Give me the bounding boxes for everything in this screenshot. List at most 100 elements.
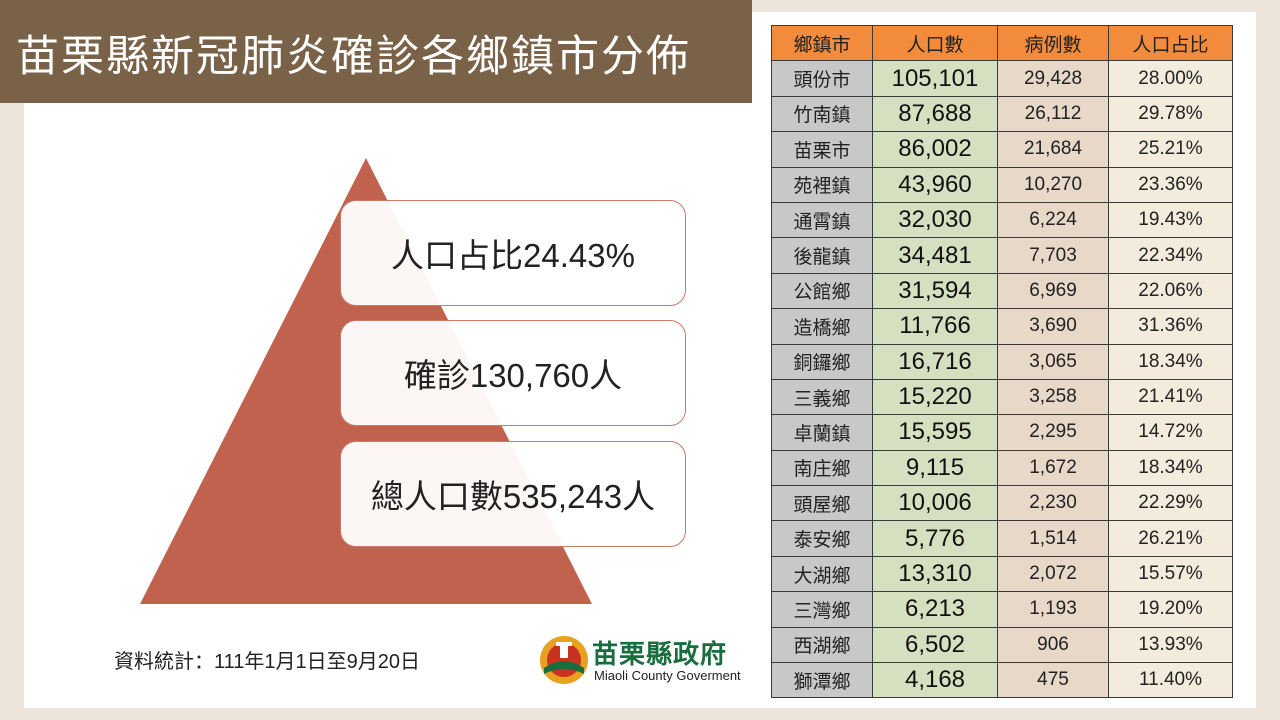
cell-ratio: 31.36%: [1108, 308, 1233, 345]
cell-town: 造橋鄉: [771, 308, 873, 345]
cell-cases: 29,428: [997, 60, 1109, 97]
table-row: 通霄鎮 32,030 6,224 19.43%: [771, 201, 1233, 239]
cell-population: 31,594: [872, 272, 998, 310]
cell-town: 竹南鎮: [771, 95, 873, 133]
cell-ratio: 13.93%: [1108, 626, 1233, 664]
cell-ratio: 19.43%: [1108, 201, 1233, 239]
table-row: 三義鄉 15,220 3,258 21.41%: [771, 378, 1233, 416]
table-row: 造橋鄉 11,766 3,690 31.36%: [771, 308, 1233, 345]
cell-town: 公館鄉: [771, 272, 873, 310]
cell-ratio: 19.20%: [1108, 591, 1233, 628]
cell-town: 卓蘭鎮: [771, 414, 873, 451]
cell-population: 13,310: [872, 555, 998, 593]
cell-cases: 21,684: [997, 131, 1109, 168]
cell-town: 泰安鄉: [771, 520, 873, 557]
cell-cases: 7,703: [997, 237, 1109, 274]
cell-ratio: 25.21%: [1108, 131, 1233, 168]
table-row: 泰安鄉 5,776 1,514 26.21%: [771, 520, 1233, 557]
cell-cases: 3,065: [997, 343, 1109, 380]
table-row: 銅鑼鄉 16,716 3,065 18.34%: [771, 343, 1233, 380]
cell-town: 銅鑼鄉: [771, 343, 873, 380]
county-logo: 苗栗縣政府 Miaoli County Goverment: [538, 634, 748, 690]
table-row: 三灣鄉 6,213 1,193 19.20%: [771, 591, 1233, 628]
cell-population: 10,006: [872, 485, 998, 522]
cell-population: 5,776: [872, 520, 998, 557]
header-town: 鄉鎮市: [771, 24, 873, 62]
cell-town: 獅潭鄉: [771, 662, 873, 699]
cell-cases: 1,514: [997, 520, 1109, 557]
cell-cases: 475: [997, 662, 1109, 699]
cell-cases: 10,270: [997, 166, 1109, 203]
header-population: 人口數: [872, 24, 998, 62]
cell-population: 4,168: [872, 662, 998, 699]
header-cases: 病例數: [997, 24, 1109, 62]
cell-cases: 6,224: [997, 201, 1109, 239]
table-row: 西湖鄉 6,502 906 13.93%: [771, 626, 1233, 664]
cell-town: 後龍鎮: [771, 237, 873, 274]
data-period-note: 資料統計：111年1月1日至9月20日: [114, 651, 421, 673]
table-row: 後龍鎮 34,481 7,703 22.34%: [771, 237, 1233, 274]
logo-name-en: Miaoli County Goverment: [594, 668, 741, 683]
cell-town: 苑裡鎮: [771, 166, 873, 203]
county-emblem-icon: [540, 636, 588, 684]
table-row: 頭屋鄉 10,006 2,230 22.29%: [771, 485, 1233, 522]
table-row: 竹南鎮 87,688 26,112 29.78%: [771, 95, 1233, 133]
cell-town: 三義鄉: [771, 378, 873, 416]
cell-cases: 3,258: [997, 378, 1109, 416]
table-row: 南庄鄉 9,115 1,672 18.34%: [771, 449, 1233, 487]
cell-population: 87,688: [872, 95, 998, 133]
township-stats-table: 鄉鎮市 人口數 病例數 人口占比 頭份市 105,101 29,428 28.00% 竹…: [771, 24, 1233, 699]
cell-population: 15,595: [872, 414, 998, 451]
table-row: 公館鄉 31,594 6,969 22.06%: [771, 272, 1233, 310]
cell-town: 大湖鄉: [771, 555, 873, 593]
cell-ratio: 15.57%: [1108, 555, 1233, 593]
table-row: 大湖鄉 13,310 2,072 15.57%: [771, 555, 1233, 593]
cell-population: 43,960: [872, 166, 998, 203]
pyramid-bottom-card: 總人口數535,243人: [340, 441, 686, 547]
cell-population: 9,115: [872, 449, 998, 487]
table-row: 卓蘭鎮 15,595 2,295 14.72%: [771, 414, 1233, 451]
cell-population: 16,716: [872, 343, 998, 380]
cell-population: 86,002: [872, 131, 998, 168]
cell-ratio: 29.78%: [1108, 95, 1233, 133]
cell-ratio: 21.41%: [1108, 378, 1233, 416]
table-row: 苗栗市 86,002 21,684 25.21%: [771, 131, 1233, 168]
cell-town: 南庄鄉: [771, 449, 873, 487]
cell-population: 15,220: [872, 378, 998, 416]
cell-population: 34,481: [872, 237, 998, 274]
cell-cases: 2,295: [997, 414, 1109, 451]
header-ratio: 人口占比: [1108, 24, 1233, 62]
table-row: 頭份市 105,101 29,428 28.00%: [771, 60, 1233, 97]
table-row: 獅潭鄉 4,168 475 11.40%: [771, 662, 1233, 699]
cell-population: 105,101: [872, 60, 998, 97]
pyramid-middle-card: 確診130,760人: [340, 320, 686, 426]
cell-cases: 2,072: [997, 555, 1109, 593]
cell-ratio: 22.06%: [1108, 272, 1233, 310]
cell-ratio: 18.34%: [1108, 343, 1233, 380]
cell-population: 6,502: [872, 626, 998, 664]
cell-cases: 3,690: [997, 308, 1109, 345]
cell-town: 頭份市: [771, 60, 873, 97]
cell-town: 頭屋鄉: [771, 485, 873, 522]
cell-population: 32,030: [872, 201, 998, 239]
cell-population: 11,766: [872, 308, 998, 345]
cell-ratio: 14.72%: [1108, 414, 1233, 451]
table-row: 苑裡鎮 43,960 10,270 23.36%: [771, 166, 1233, 203]
cell-town: 西湖鄉: [771, 626, 873, 664]
page-title: 苗栗縣新冠肺炎確診各鄉鎮市分佈: [16, 32, 691, 82]
cell-cases: 6,969: [997, 272, 1109, 310]
cell-cases: 906: [997, 626, 1109, 664]
cell-ratio: 22.29%: [1108, 485, 1233, 522]
pyramid-top-card: 人口占比24.43%: [340, 200, 686, 306]
cell-ratio: 26.21%: [1108, 520, 1233, 557]
cell-ratio: 22.34%: [1108, 237, 1233, 274]
cell-cases: 26,112: [997, 95, 1109, 133]
cell-town: 通霄鎮: [771, 201, 873, 239]
cell-population: 6,213: [872, 591, 998, 628]
cell-town: 苗栗市: [771, 131, 873, 168]
cell-cases: 1,672: [997, 449, 1109, 487]
cell-ratio: 23.36%: [1108, 166, 1233, 203]
cell-ratio: 18.34%: [1108, 449, 1233, 487]
cell-ratio: 28.00%: [1108, 60, 1233, 97]
cell-town: 三灣鄉: [771, 591, 873, 628]
